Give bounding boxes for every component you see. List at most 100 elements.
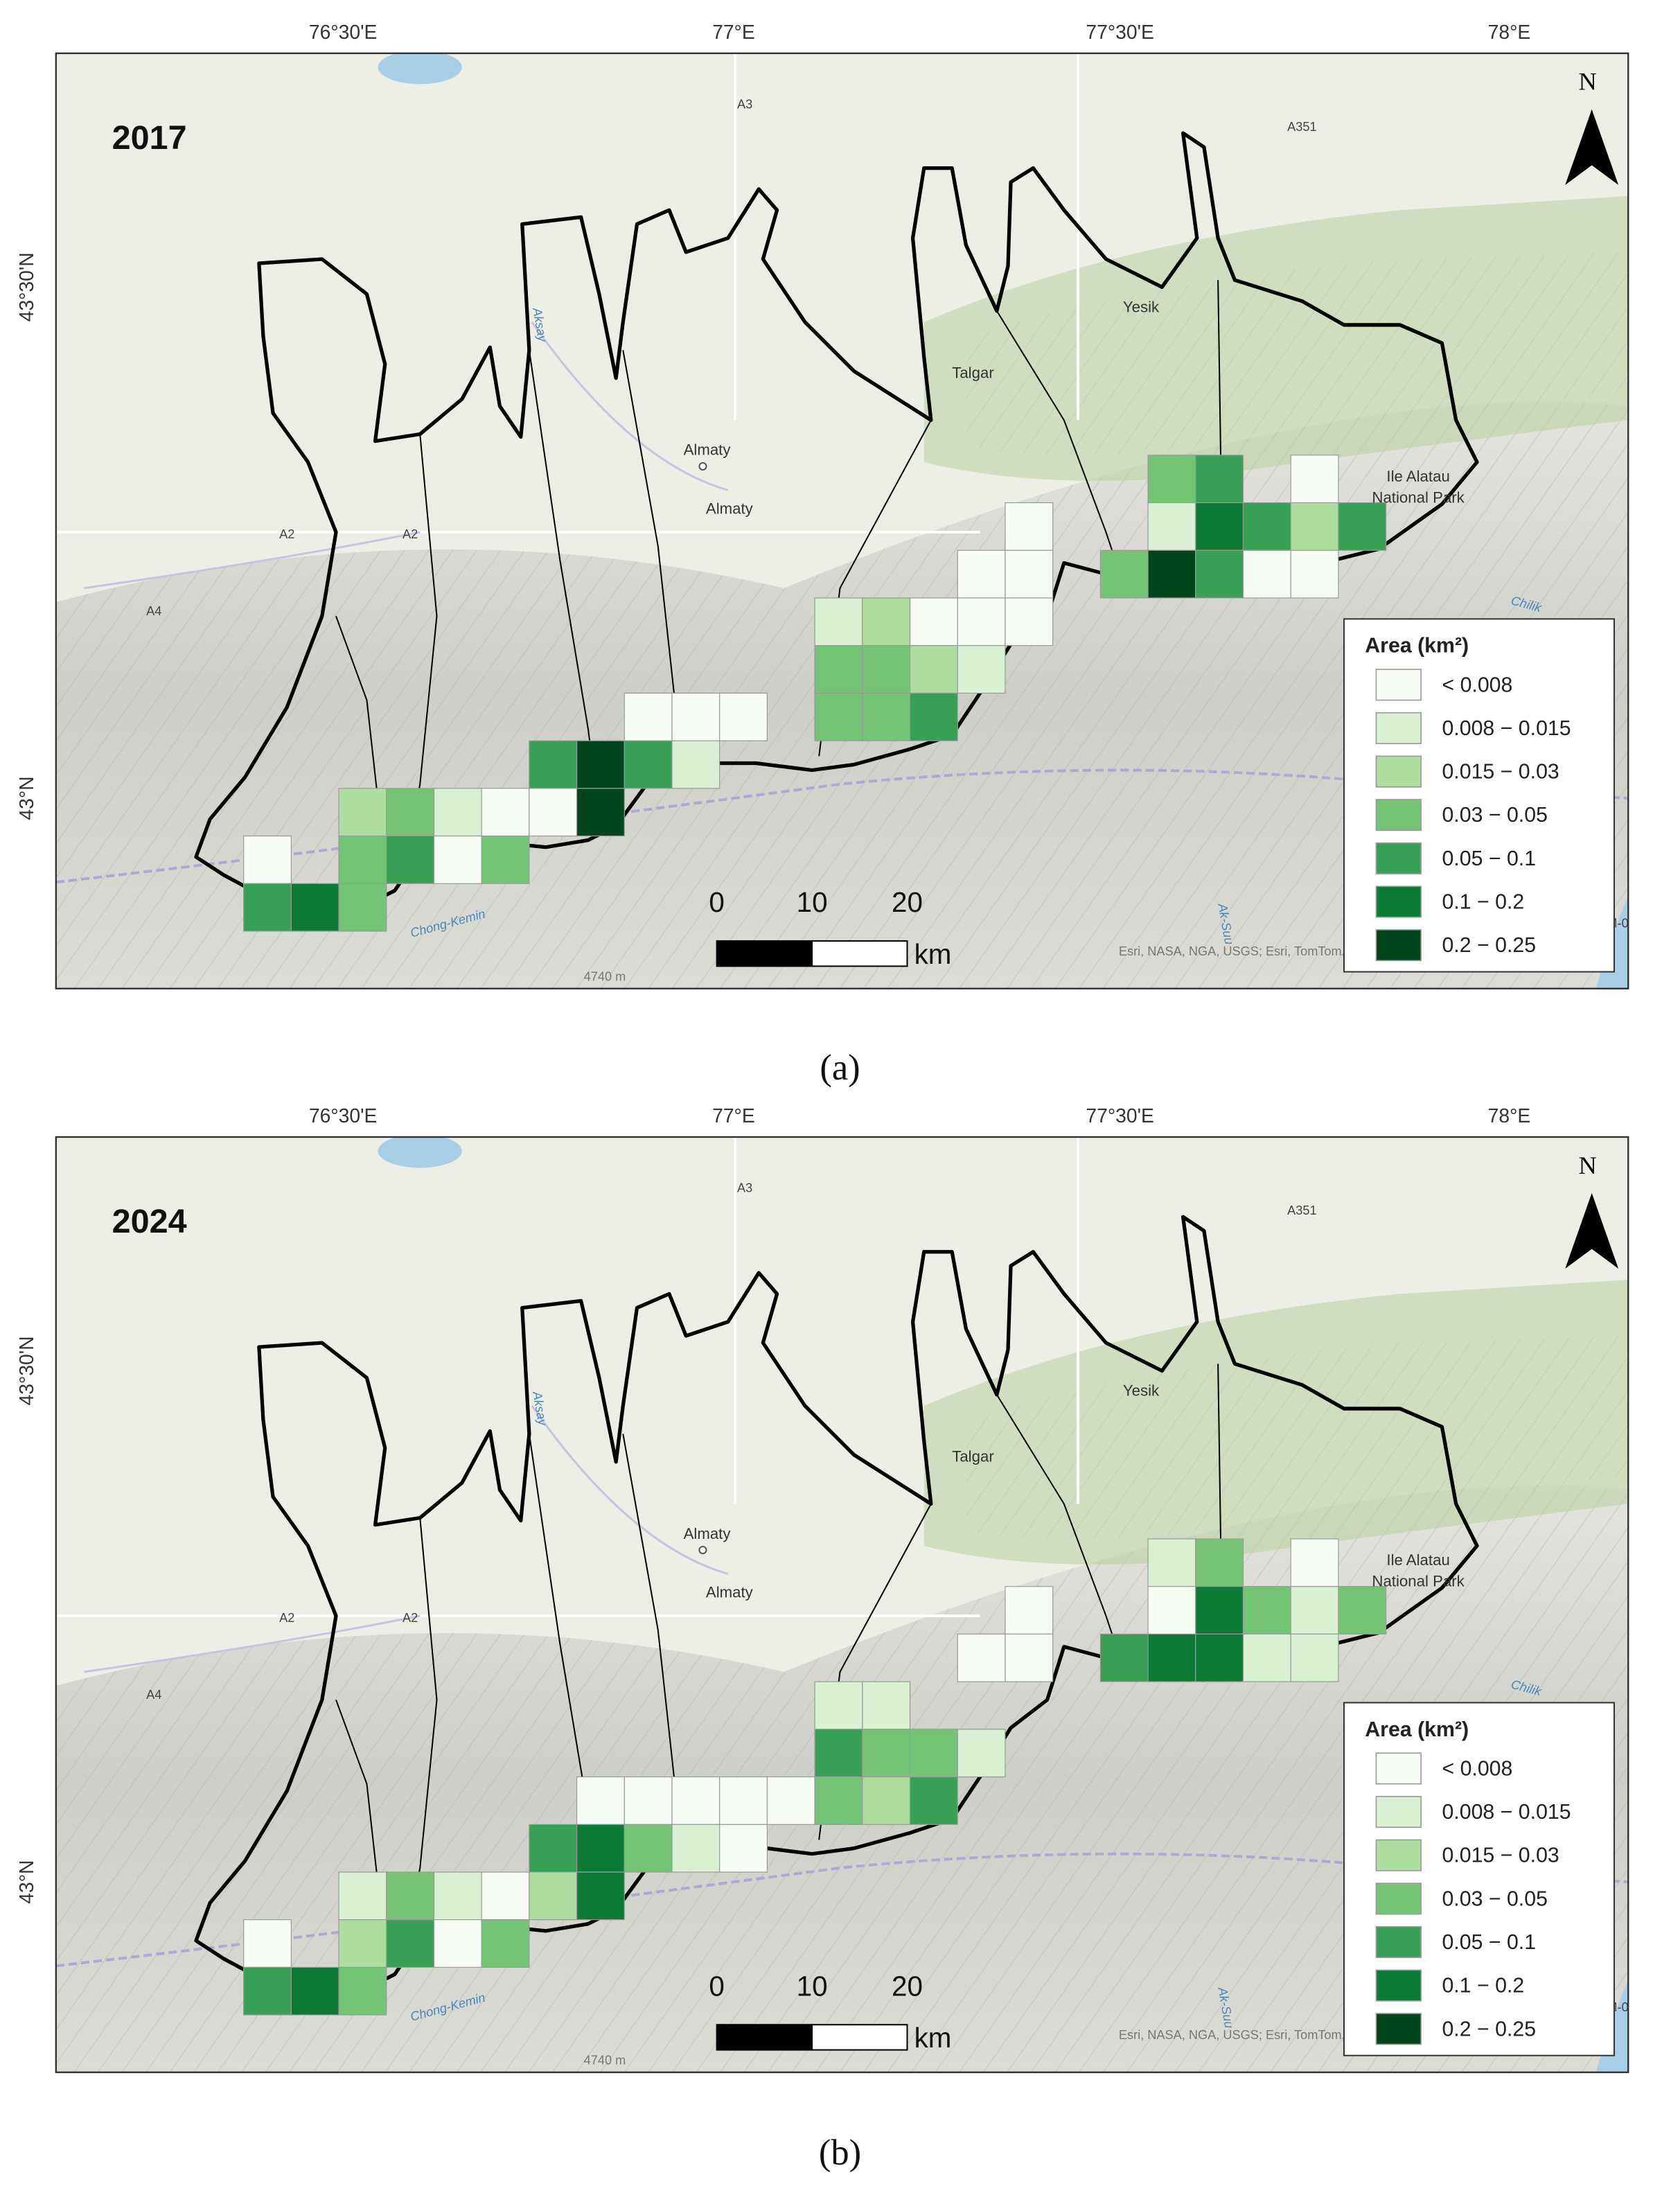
grid-cell [862,1729,911,1778]
north-label: N [1578,1152,1596,1179]
grid-cell [814,692,863,741]
north-arrow [1565,1192,1619,1269]
grid-cell [1290,1633,1339,1682]
panel-caption: (b) [819,2133,861,2173]
scale-bar-black [716,2024,813,2051]
latitude-label: 43°30'N [15,252,37,321]
map-label: Almaty [684,441,732,459]
grid-cell [719,1776,768,1825]
latitude-label: 43°30'N [15,1336,37,1405]
map-label: A4 [146,604,161,618]
longitude-label: 77°E [712,1104,755,1127]
grid-cell [529,740,578,789]
grid-cell [1195,549,1244,599]
legend-swatch [1375,929,1422,962]
grid-cell [909,1776,958,1825]
map-label: A3 [737,97,752,111]
grid-cell [1005,549,1054,599]
grid-cell [1195,502,1244,551]
legend-label: 0.015 − 0.03 [1442,761,1559,784]
grid-cell [814,597,863,646]
grid-cell [386,1871,435,1921]
scale-label: 20 [892,886,923,918]
grid-cell [909,645,958,694]
map-label: Talgar [952,1448,994,1465]
grid-cell [957,1633,1006,1682]
grid-cell [862,645,911,694]
grid-cell [957,1729,1006,1778]
longitude-label: 77°30'E [1086,21,1154,43]
grid-cell [433,1871,482,1921]
grid-cell [290,883,339,932]
grid-cell [909,692,958,741]
scale-bar-black [716,940,813,967]
grid-cell [338,883,387,932]
legend-label: 0.05 − 0.1 [1442,1931,1536,1954]
panel-year: 2024 [112,1203,187,1240]
scale-label: 10 [797,886,828,918]
grid-cell [814,1729,863,1778]
grid-cell [624,740,673,789]
longitude-label: 77°30'E [1086,1104,1154,1127]
grid-cell [862,1776,911,1825]
north-label: N [1578,68,1596,96]
grid-cell [1147,1538,1196,1587]
longitude-label: 78°E [1488,1104,1531,1127]
map-label: A2 [403,1611,418,1625]
grid-cell [386,835,435,884]
grid-cell [338,1871,387,1921]
grid-cell [719,1824,768,1873]
longitude-label: 77°E [712,21,755,43]
grid-cell [1242,1586,1291,1635]
legend-swatch [1375,755,1422,788]
grid-cell [1147,455,1196,504]
grid-cell [529,1824,578,1873]
grid-cell [1005,1633,1054,1682]
grid-cell [1099,1633,1149,1682]
grid-cell [624,1824,673,1873]
grid-cell [1290,1586,1339,1635]
grid-cell [814,1776,863,1825]
map-frame [55,52,1629,990]
legend-label: 0.015 − 0.03 [1442,1844,1559,1867]
map-label: 4740 m [584,2054,626,2068]
grid-cell [529,1871,578,1921]
scale-label: 0 [709,1970,724,2002]
map-label: Yesik [1123,299,1160,316]
grid-cell [671,1824,720,1873]
grid-cell [1147,502,1196,551]
latitude-label: 43°N [15,776,37,820]
legend-swatch [1375,1969,1422,2002]
grid-cell [576,1824,625,1873]
grid-cell [862,1681,911,1730]
grid-cell [576,788,625,837]
scale-label: 0 [709,886,724,918]
legend-swatch [1375,1839,1422,1871]
legend-label: 0.1 − 0.2 [1442,1975,1524,1998]
grid-cell [862,597,911,646]
legend-title: Area (km²) [1365,1718,1469,1741]
grid-cell [481,1871,530,1921]
map-label: Esri, NASA, NGA, USGS; Esri, TomTom, [1119,944,1345,958]
map-label: Almaty [706,1584,754,1601]
map-label: A3 [737,1181,752,1195]
grid-cell [862,692,911,741]
grid-cell [1147,1633,1196,1682]
legend-swatch [1375,842,1422,874]
grid-cells [243,455,1387,932]
grid-cell [243,1966,292,2016]
map-label: Almaty [706,500,754,518]
legend-label: 0.1 − 0.2 [1442,891,1524,914]
grid-cell [243,1919,292,1968]
grid-cell [1099,549,1149,599]
grid-cell [957,645,1006,694]
grid-cell [671,1776,720,1825]
grid-cell [1195,1538,1244,1587]
grid-cell [1242,549,1291,599]
legend-swatch [1375,1752,1422,1785]
grid-cell [433,788,482,837]
map-label: A2 [279,527,294,541]
legend-swatch [1375,1883,1422,1915]
